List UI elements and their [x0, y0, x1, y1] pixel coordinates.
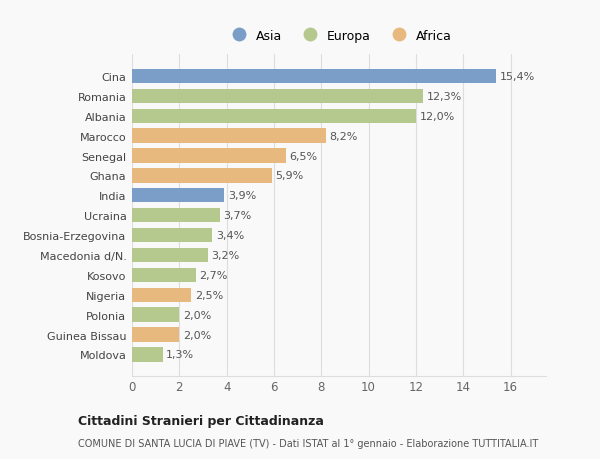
Text: 5,9%: 5,9% — [275, 171, 304, 181]
Text: 3,7%: 3,7% — [223, 211, 251, 221]
Text: 12,3%: 12,3% — [427, 92, 462, 101]
Text: 3,9%: 3,9% — [228, 191, 256, 201]
Bar — [132, 129, 326, 144]
Text: 15,4%: 15,4% — [500, 72, 535, 82]
Text: Cittadini Stranieri per Cittadinanza: Cittadini Stranieri per Cittadinanza — [78, 414, 324, 428]
Bar — [132, 90, 423, 104]
Text: 3,2%: 3,2% — [211, 251, 239, 260]
Bar — [132, 248, 208, 263]
Bar — [132, 189, 224, 203]
Text: 2,0%: 2,0% — [183, 330, 211, 340]
Bar — [132, 347, 163, 362]
Text: 3,4%: 3,4% — [216, 230, 244, 241]
Bar — [132, 229, 212, 243]
Text: 1,3%: 1,3% — [166, 350, 194, 359]
Text: 2,5%: 2,5% — [194, 290, 223, 300]
Text: COMUNE DI SANTA LUCIA DI PIAVE (TV) - Dati ISTAT al 1° gennaio - Elaborazione TU: COMUNE DI SANTA LUCIA DI PIAVE (TV) - Da… — [78, 438, 538, 448]
Text: 12,0%: 12,0% — [419, 112, 455, 122]
Text: 6,5%: 6,5% — [289, 151, 317, 161]
Text: 2,0%: 2,0% — [183, 310, 211, 320]
Bar — [132, 149, 286, 163]
Text: 2,7%: 2,7% — [199, 270, 228, 280]
Bar — [132, 308, 179, 322]
Text: 8,2%: 8,2% — [329, 131, 358, 141]
Bar — [132, 268, 196, 282]
Legend: Asia, Europa, Africa: Asia, Europa, Africa — [222, 26, 456, 46]
Bar — [132, 109, 416, 123]
Bar — [132, 70, 496, 84]
Bar — [132, 169, 272, 183]
Bar — [132, 208, 220, 223]
Bar — [132, 288, 191, 302]
Bar — [132, 328, 179, 342]
